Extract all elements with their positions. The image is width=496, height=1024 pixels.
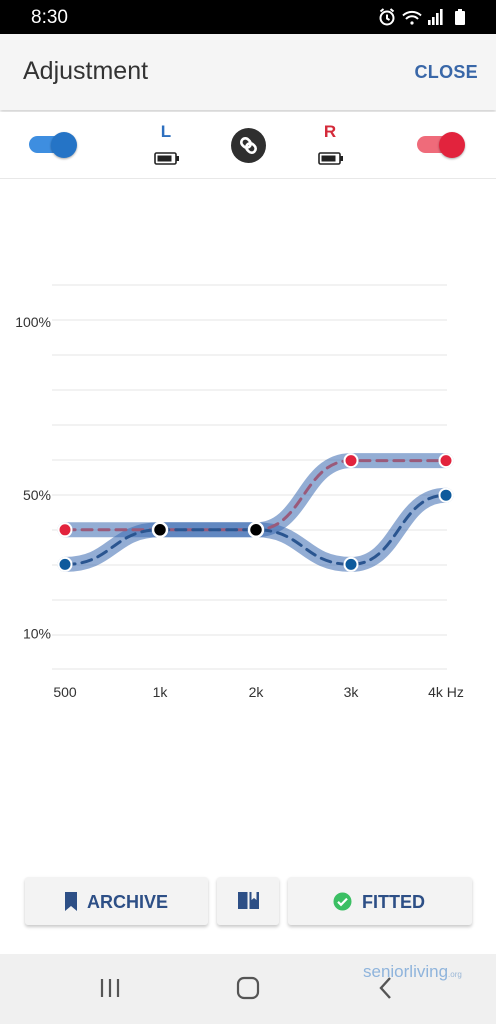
series-point xyxy=(57,556,73,572)
series-point xyxy=(343,556,359,572)
y-tick-label: 10% xyxy=(23,626,51,642)
home-icon[interactable] xyxy=(234,974,262,1002)
x-tick-label: 3k xyxy=(344,684,360,700)
alarm-icon xyxy=(379,8,395,26)
status-bar: 8:30 xyxy=(0,0,496,34)
status-icons xyxy=(379,8,465,26)
shared-point xyxy=(247,521,265,539)
left-battery-icon xyxy=(154,152,179,165)
y-tick-label: 100% xyxy=(15,314,51,330)
series-point xyxy=(438,487,454,503)
status-time: 8:30 xyxy=(31,7,68,28)
right-toggle-knob xyxy=(439,132,465,158)
link-ears-button[interactable] xyxy=(231,128,266,163)
page-title: Adjustment xyxy=(23,57,149,85)
left-toggle-knob xyxy=(51,132,77,158)
series-point xyxy=(343,453,359,469)
bookmark-icon xyxy=(65,892,77,911)
fitted-button[interactable]: FITTED xyxy=(288,877,472,925)
watermark-suffix: .org xyxy=(448,970,462,979)
shared-point xyxy=(151,521,169,539)
x-tick-label: 4k Hz xyxy=(428,684,464,700)
adjustment-chart[interactable]: 100% 50% 10% 500 1k 2k 3k 4k Hz xyxy=(0,180,496,710)
archive-button[interactable]: ARCHIVE xyxy=(25,877,208,925)
right-battery-icon xyxy=(318,152,343,165)
watermark-text: seniorliving xyxy=(363,962,449,981)
close-button[interactable]: CLOSE xyxy=(414,62,478,82)
signal-icon xyxy=(428,9,443,25)
chart-grid xyxy=(52,284,447,670)
right-ear-label: R xyxy=(323,122,337,141)
link-icon xyxy=(240,137,257,154)
wifi-icon xyxy=(402,10,422,25)
y-tick-label: 50% xyxy=(23,487,51,503)
archive-label: ARCHIVE xyxy=(87,892,169,912)
series-point xyxy=(57,522,73,538)
chart-series xyxy=(57,453,454,572)
battery-icon xyxy=(455,9,465,25)
left-ear-label: L xyxy=(160,122,172,141)
watermark-logo: seniorliving.org xyxy=(363,962,462,982)
check-circle-icon xyxy=(333,892,352,911)
x-axis-ticks: 500 1k 2k 3k 4k Hz xyxy=(53,684,464,700)
book-button[interactable] xyxy=(217,877,279,925)
ear-controls: L R xyxy=(0,112,496,179)
x-tick-label: 1k xyxy=(153,684,169,700)
book-icon xyxy=(238,892,259,909)
fitted-label: FITTED xyxy=(362,892,425,912)
back-icon[interactable] xyxy=(374,974,398,1002)
chart-points xyxy=(57,453,454,572)
y-axis-ticks: 100% 50% 10% xyxy=(15,314,51,641)
system-nav-bar: seniorliving.org xyxy=(0,954,496,1024)
left-ear-toggle[interactable] xyxy=(29,132,79,158)
right-ear-toggle[interactable] xyxy=(417,132,467,158)
x-tick-label: 2k xyxy=(249,684,265,700)
x-tick-label: 500 xyxy=(53,684,77,700)
recent-apps-icon[interactable] xyxy=(98,974,122,1002)
series-point xyxy=(438,453,454,469)
app-bar: Adjustment CLOSE xyxy=(0,34,496,110)
